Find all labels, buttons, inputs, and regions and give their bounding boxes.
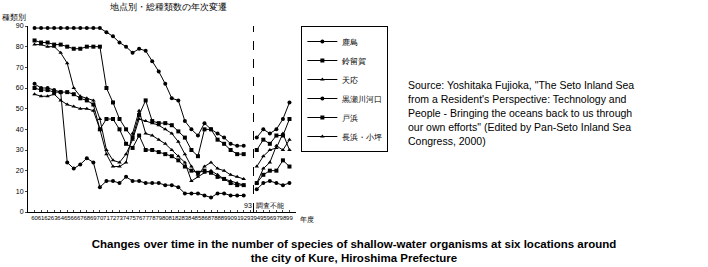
svg-text:92: 92 xyxy=(240,215,247,221)
svg-text:93: 93 xyxy=(247,215,254,221)
svg-text:60: 60 xyxy=(16,84,24,91)
svg-text:種類別: 種類別 xyxy=(2,13,26,22)
svg-text:年度: 年度 xyxy=(300,216,314,223)
svg-text:75: 75 xyxy=(129,215,136,221)
svg-text:84: 84 xyxy=(188,215,195,221)
svg-text:67: 67 xyxy=(77,215,84,221)
svg-text:63: 63 xyxy=(51,215,58,221)
svg-text:80: 80 xyxy=(16,43,24,50)
svg-text:82: 82 xyxy=(175,215,182,221)
svg-text:61: 61 xyxy=(38,215,45,221)
svg-text:調査不能: 調査不能 xyxy=(256,202,284,209)
svg-text:40: 40 xyxy=(16,126,24,133)
html-text:the city of Kure, Hiroshima Pr: the city of Kure, Hiroshima Prefecture xyxy=(250,252,458,264)
svg-text:60: 60 xyxy=(31,215,38,221)
svg-text:黒瀬川河口: 黒瀬川河口 xyxy=(342,95,382,104)
svg-text:長浜・小坪: 長浜・小坪 xyxy=(342,133,382,142)
svg-text:鈴留賀: 鈴留賀 xyxy=(342,57,366,66)
svg-text:83: 83 xyxy=(182,215,189,221)
svg-text:30: 30 xyxy=(16,146,24,153)
svg-text:79: 79 xyxy=(155,215,162,221)
svg-text:89: 89 xyxy=(221,215,228,221)
svg-text:90: 90 xyxy=(16,22,24,29)
svg-text:10: 10 xyxy=(16,188,24,195)
svg-text:50: 50 xyxy=(16,105,24,112)
svg-text:88: 88 xyxy=(214,215,221,221)
svg-text:地点別・総種類数の年次変遷: 地点別・総種類数の年次変遷 xyxy=(109,2,227,12)
svg-text:97: 97 xyxy=(273,215,280,221)
svg-text:77: 77 xyxy=(142,215,149,221)
html-text:our own efforts" (Edited by Pa: our own efforts" (Edited by Pan-Seto Inl… xyxy=(408,121,631,133)
svg-text:71: 71 xyxy=(103,215,110,221)
svg-text:85: 85 xyxy=(195,215,202,221)
svg-text:94: 94 xyxy=(253,215,260,221)
svg-text:99: 99 xyxy=(286,215,293,221)
svg-text:天応: 天応 xyxy=(342,76,358,85)
svg-text:69: 69 xyxy=(90,215,97,221)
html-text:Source: Yoshitaka Fujioka, "Th: Source: Yoshitaka Fujioka, "The Seto Inl… xyxy=(408,79,635,91)
html-text:Congress, 2000): Congress, 2000) xyxy=(408,135,486,147)
svg-text:96: 96 xyxy=(267,215,274,221)
svg-text:93: 93 xyxy=(244,202,252,209)
svg-text:64: 64 xyxy=(57,215,64,221)
html-text:from a Resident's Perspective:: from a Resident's Perspective: Technolog… xyxy=(408,93,627,105)
svg-text:76: 76 xyxy=(136,215,143,221)
html-text:People - Bringing the oceans b: People - Bringing the oceans back to us … xyxy=(408,107,633,119)
svg-text:70: 70 xyxy=(16,64,24,71)
svg-text:66: 66 xyxy=(70,215,77,221)
svg-text:80: 80 xyxy=(162,215,169,221)
svg-text:65: 65 xyxy=(64,215,71,221)
svg-text:91: 91 xyxy=(234,215,241,221)
svg-text:78: 78 xyxy=(149,215,156,221)
svg-text:0: 0 xyxy=(20,208,24,215)
svg-text:鹿島: 鹿島 xyxy=(342,38,358,47)
svg-text:70: 70 xyxy=(97,215,104,221)
svg-text:95: 95 xyxy=(260,215,267,221)
html-text:Changes over time in the numbe: Changes over time in the number of speci… xyxy=(91,238,617,250)
svg-text:98: 98 xyxy=(280,215,287,221)
svg-text:81: 81 xyxy=(168,215,175,221)
svg-text:86: 86 xyxy=(201,215,208,221)
svg-text:62: 62 xyxy=(44,215,51,221)
svg-text:72: 72 xyxy=(110,215,117,221)
svg-text:87: 87 xyxy=(208,215,215,221)
svg-text:20: 20 xyxy=(16,167,24,174)
svg-text:68: 68 xyxy=(83,215,90,221)
svg-text:74: 74 xyxy=(123,215,130,221)
svg-text:90: 90 xyxy=(227,215,234,221)
svg-text:戸浜: 戸浜 xyxy=(342,114,358,123)
svg-text:73: 73 xyxy=(116,215,123,221)
